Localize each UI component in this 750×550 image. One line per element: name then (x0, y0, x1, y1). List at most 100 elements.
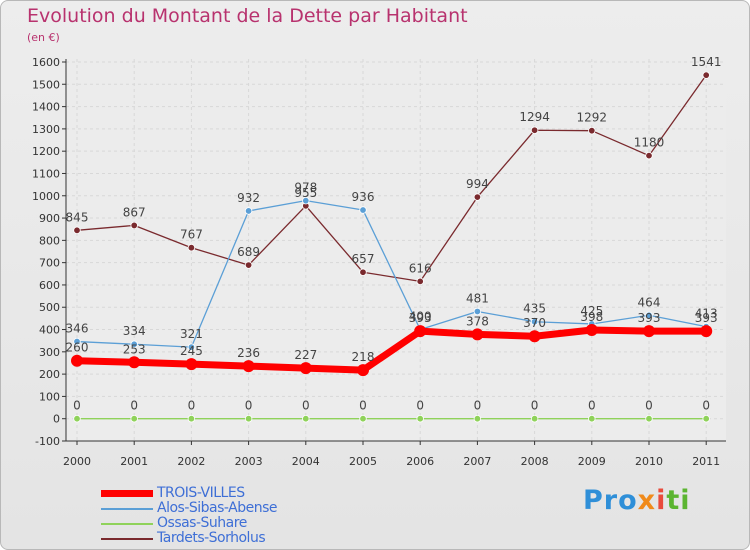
data-point-trois-villes (357, 364, 369, 377)
series-line-tardets-sorholus (76, 74, 707, 283)
data-label-alos-sibas-abense: 346 (66, 322, 89, 336)
data-point-alos-sibas-abense (473, 307, 482, 316)
y-tick-label: 1200 (32, 145, 60, 158)
x-tick-label: 2002 (177, 455, 205, 468)
data-label-alos-sibas-abense: 435 (523, 302, 546, 316)
x-tick-label: 2010 (635, 455, 663, 468)
data-label-ossas-suhare: 0 (302, 399, 310, 413)
data-point-ossas-suhare (530, 415, 539, 423)
x-tick-label: 2001 (120, 455, 148, 468)
y-tick-label: 1500 (32, 78, 60, 91)
data-point-trois-villes (185, 358, 198, 371)
x-tick-label: 2004 (292, 455, 320, 468)
data-label-ossas-suhare: 0 (73, 399, 81, 413)
plot-area (66, 59, 726, 441)
y-tick-label: 300 (39, 346, 60, 359)
data-point-ossas-suhare (588, 415, 596, 423)
data-point-tardets-sorholus (645, 151, 653, 160)
y-tick-label: 1300 (32, 123, 60, 136)
y-tick-label: 200 (39, 368, 60, 381)
data-label-tardets-sorholus: 955 (294, 186, 317, 200)
data-point-trois-villes (71, 354, 83, 367)
data-point-tardets-sorholus (244, 261, 253, 269)
data-point-ossas-suhare (130, 415, 138, 423)
data-point-tardets-sorholus (416, 277, 424, 286)
data-point-tardets-sorholus (130, 221, 138, 230)
data-label-tardets-sorholus: 1292 (577, 111, 608, 125)
data-label-ossas-suhare: 0 (245, 399, 253, 413)
chart-title: Evolution du Montant de la Dette par Hab… (27, 5, 468, 27)
data-point-trois-villes (585, 323, 598, 336)
legend-label-ossas-suhare: Ossas-Suhare (157, 515, 247, 531)
x-tick-label: 2003 (235, 455, 263, 468)
data-point-trois-villes (700, 325, 713, 338)
y-tick-label: 1100 (32, 167, 60, 180)
data-point-alos-sibas-abense (530, 318, 539, 326)
data-point-tardets-sorholus (473, 193, 482, 201)
data-point-alos-sibas-abense (645, 311, 653, 319)
data-point-tardets-sorholus (187, 244, 196, 252)
data-label-ossas-suhare: 0 (359, 399, 367, 413)
x-tick-label: 2005 (349, 455, 377, 468)
data-point-ossas-suhare (244, 415, 253, 423)
data-label-tardets-sorholus: 1541 (691, 55, 722, 69)
data-point-ossas-suhare (187, 415, 196, 423)
data-label-alos-sibas-abense: 400 (409, 310, 432, 324)
data-point-ossas-suhare (473, 415, 482, 423)
data-label-alos-sibas-abense: 978 (294, 181, 317, 195)
data-point-trois-villes (528, 330, 541, 343)
y-unit-label: (en €) (27, 31, 60, 44)
data-point-ossas-suhare (416, 415, 424, 423)
data-label-ossas-suhare: 0 (531, 399, 539, 413)
data-point-trois-villes (242, 360, 255, 373)
legend-swatch-trois-villes (101, 490, 153, 497)
data-label-tardets-sorholus: 767 (180, 228, 203, 242)
legend-label-trois-villes: TROIS-VILLES (157, 485, 245, 501)
data-label-tardets-sorholus: 994 (466, 177, 489, 191)
data-label-alos-sibas-abense: 932 (237, 191, 260, 205)
y-tick-label: 1000 (32, 190, 60, 203)
data-point-tardets-sorholus (73, 226, 81, 235)
data-label-trois-villes: 378 (466, 314, 489, 328)
data-label-trois-villes: 393 (409, 311, 432, 325)
data-point-trois-villes (299, 362, 312, 375)
y-tick-label: 0 (53, 413, 60, 426)
y-tick-label: -100 (35, 435, 60, 448)
data-point-ossas-suhare (645, 415, 653, 423)
data-point-trois-villes (414, 325, 427, 338)
data-label-trois-villes: 393 (695, 311, 718, 325)
data-label-trois-villes: 245 (180, 344, 203, 358)
data-label-alos-sibas-abense: 321 (180, 327, 203, 341)
proxiti-logo: Proxiti (583, 485, 691, 516)
data-label-ossas-suhare: 0 (188, 399, 196, 413)
data-label-trois-villes: 227 (294, 348, 317, 362)
data-point-ossas-suhare (702, 415, 710, 423)
legend-swatch-ossas-suhare (101, 523, 153, 525)
series-line-alos-sibas-abense (76, 200, 707, 348)
data-label-tardets-sorholus: 657 (352, 252, 375, 266)
data-point-tardets-sorholus (702, 71, 710, 79)
legend-swatch-tardets-sorholus (101, 538, 153, 540)
data-point-alos-sibas-abense (244, 207, 253, 215)
x-tick-label: 2007 (463, 455, 491, 468)
y-tick-label: 100 (39, 390, 60, 403)
data-point-ossas-suhare (302, 415, 310, 423)
data-label-trois-villes: 370 (523, 316, 546, 330)
data-point-ossas-suhare (359, 415, 367, 423)
data-label-ossas-suhare: 0 (645, 399, 653, 413)
data-label-tardets-sorholus: 845 (66, 210, 89, 224)
data-point-tardets-sorholus (359, 268, 367, 276)
legend-label-alos-sibas-abense: Alos-Sibas-Abense (157, 500, 278, 516)
data-point-alos-sibas-abense (73, 337, 81, 346)
y-tick-label: 700 (39, 257, 60, 270)
data-label-tardets-sorholus: 616 (409, 261, 432, 275)
data-point-alos-sibas-abense (130, 340, 138, 348)
x-tick-label: 2008 (521, 455, 549, 468)
legend-label-tardets-sorholus: Tardets-Sorholus (157, 530, 266, 546)
y-tick-label: 800 (39, 234, 60, 247)
data-point-tardets-sorholus (530, 126, 539, 134)
legend-swatch-alos-sibas-abense (101, 508, 153, 510)
data-point-alos-sibas-abense (359, 206, 367, 214)
y-tick-label: 900 (39, 212, 60, 225)
